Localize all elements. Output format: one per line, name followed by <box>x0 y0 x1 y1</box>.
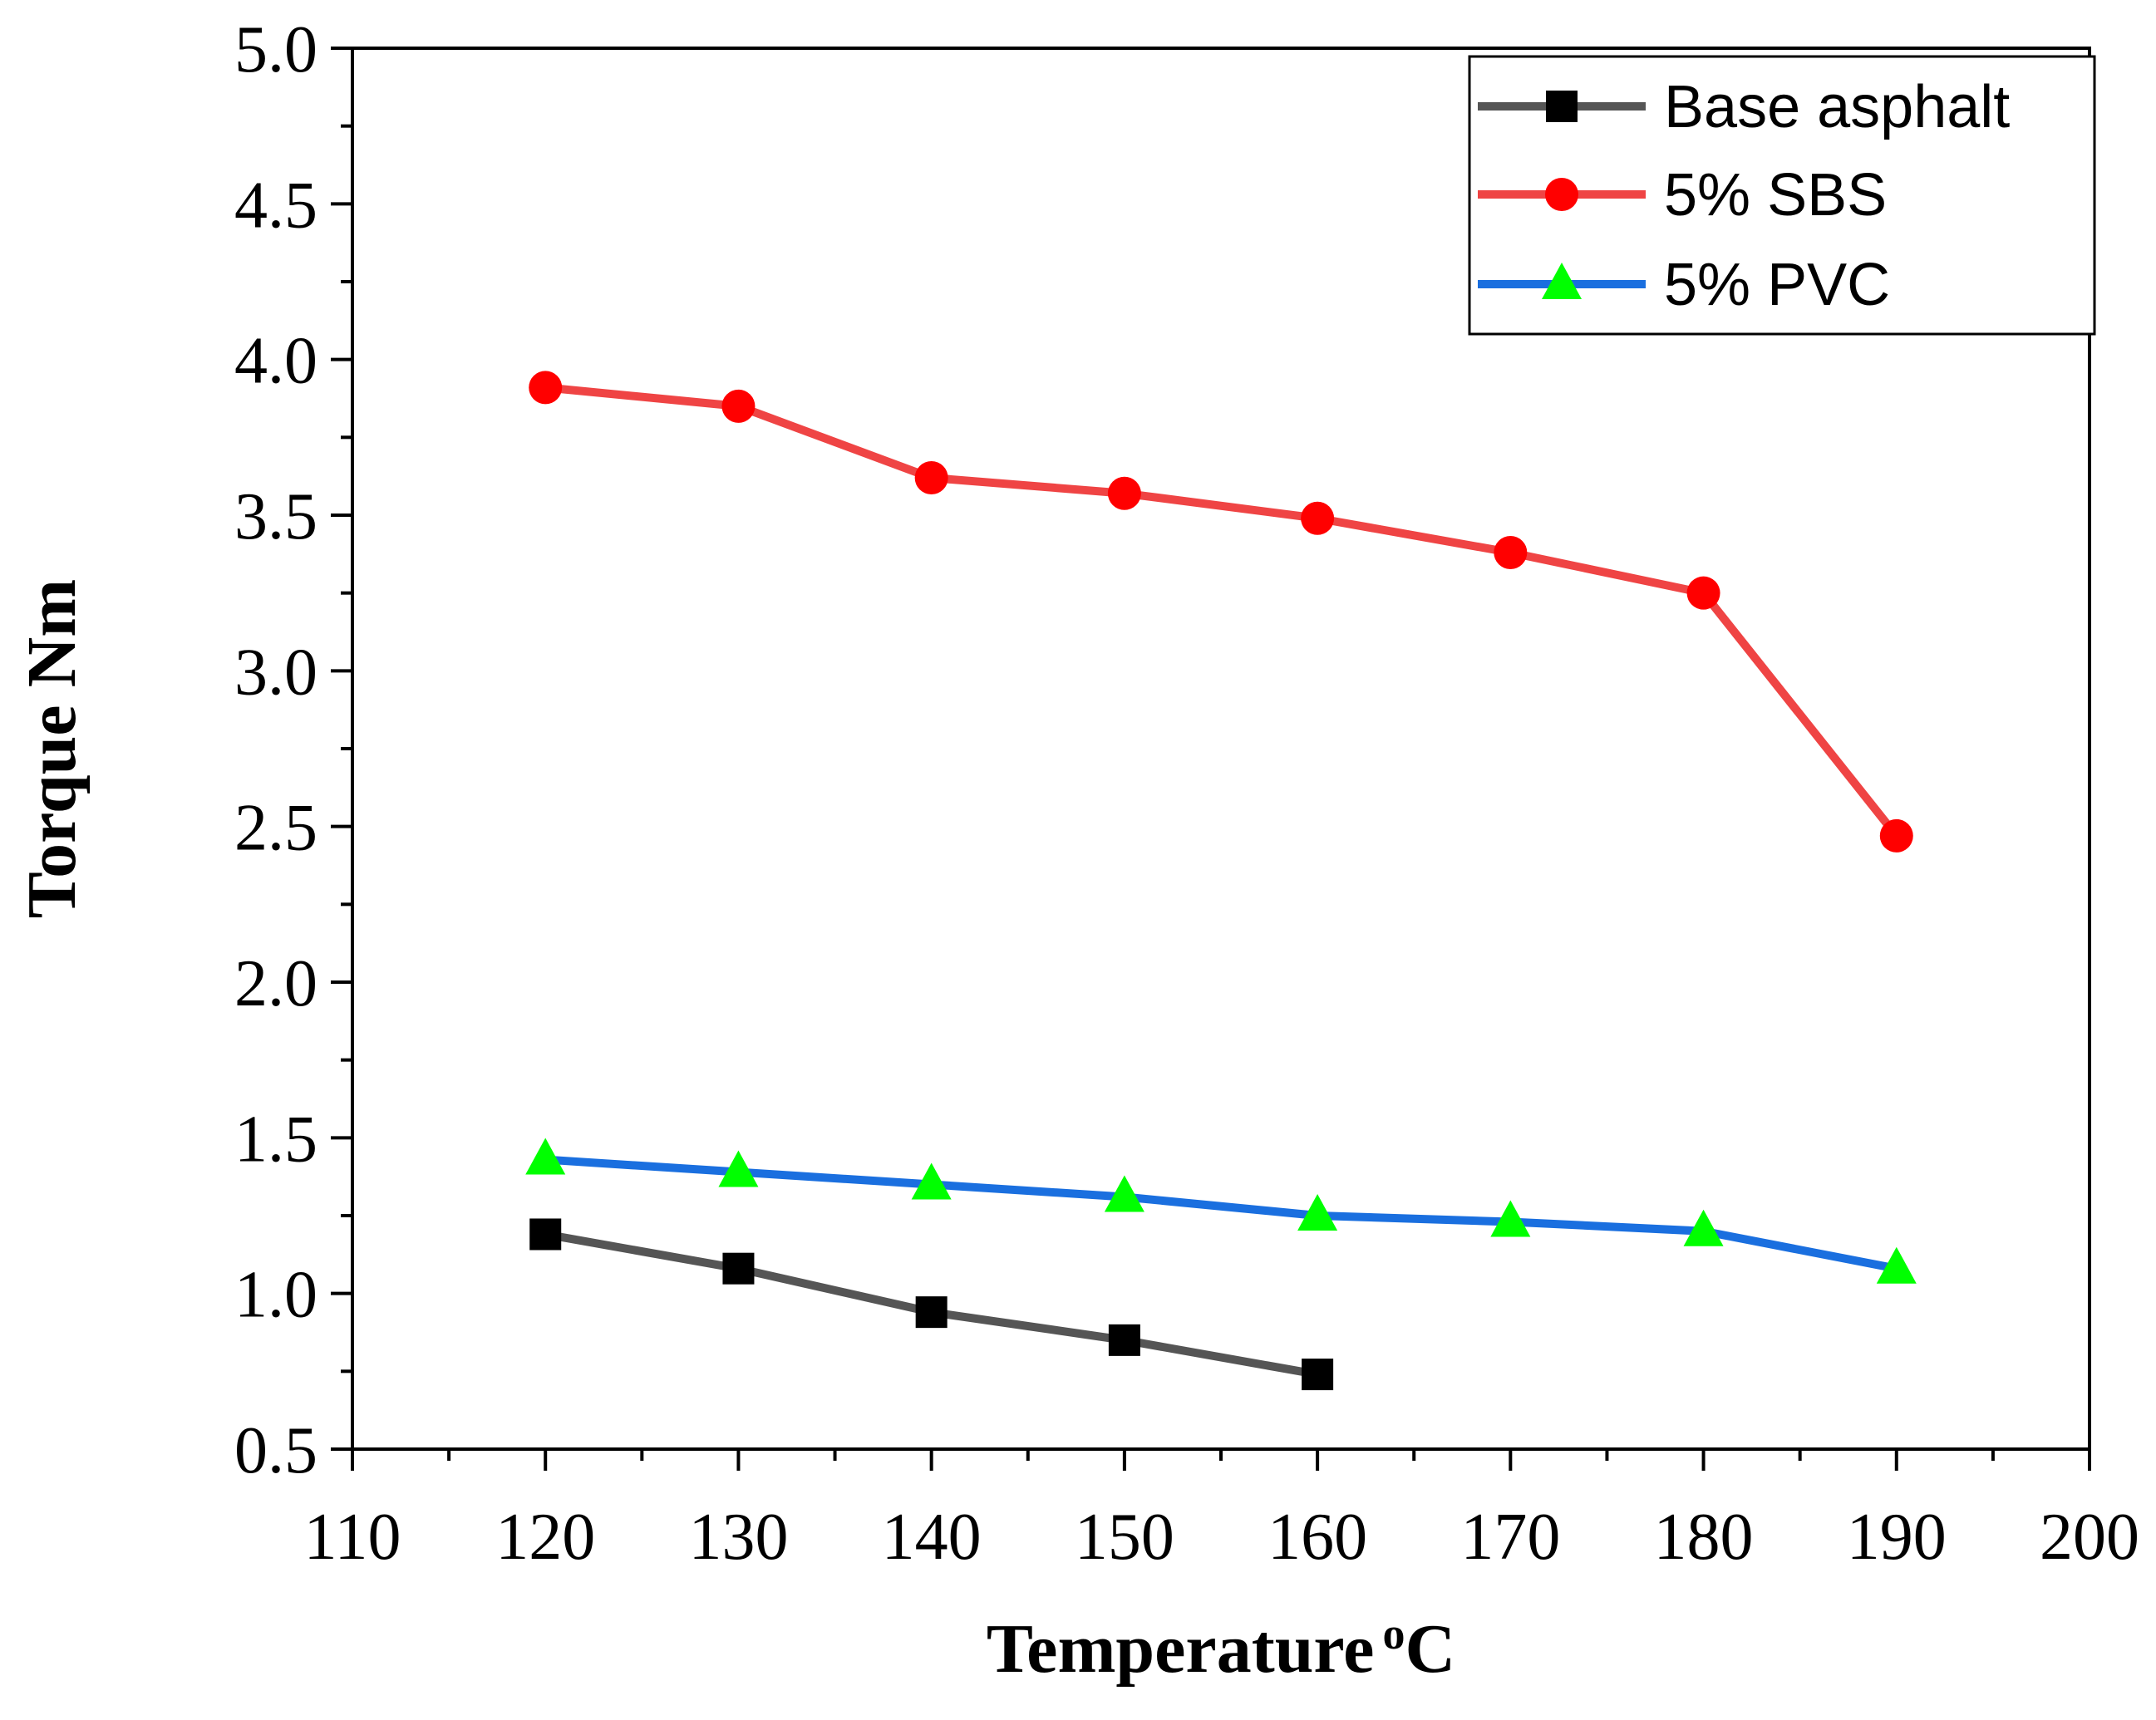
data-point-5-sbs <box>1879 818 1913 853</box>
legend-marker-5-pvc <box>1542 263 1582 299</box>
series-line-5-sbs <box>541 383 1901 840</box>
y-tick-label: 3.5 <box>234 480 317 553</box>
x-axis-ticks <box>351 1449 2091 1471</box>
data-point-5-sbs <box>914 461 948 495</box>
data-point-5-sbs <box>1107 476 1141 510</box>
x-axis-title: Temperature oC <box>987 1609 1455 1688</box>
legend-label-base-asphalt: Base asphalt <box>1664 74 2010 140</box>
x-axis-title-text: Temperature <box>987 1610 1375 1688</box>
x-tick-label: 120 <box>495 1501 595 1574</box>
data-point-5-pvc <box>1876 1246 1917 1284</box>
y-axis-title: Torque Nm <box>13 579 91 918</box>
y-tick-label: 2.5 <box>234 792 317 865</box>
data-point-5-pvc <box>525 1138 566 1175</box>
x-tick-label: 190 <box>1847 1501 1947 1574</box>
y-tick-label: 5.0 <box>234 13 317 86</box>
x-tick-label: 160 <box>1268 1501 1367 1574</box>
x-tick-label: 180 <box>1654 1501 1754 1574</box>
marker-layer <box>525 371 1917 1391</box>
legend-marker-base-asphalt <box>1546 91 1578 122</box>
x-axis-title-superscript: o <box>1382 1609 1405 1659</box>
data-point-5-pvc <box>718 1150 759 1187</box>
data-point-5-pvc <box>1490 1200 1531 1237</box>
data-point-5-sbs <box>1686 576 1720 610</box>
y-axis-tick-labels: 0.5 1.0 1.5 2.0 2.5 3.0 3.5 4.0 4.5 5.0 <box>234 13 317 1487</box>
series-line-5-pvc <box>541 1155 1901 1273</box>
data-point-5-pvc <box>1104 1175 1144 1212</box>
y-tick-label: 4.0 <box>234 325 317 398</box>
data-point-5-pvc <box>911 1162 952 1200</box>
data-point-base-asphalt <box>722 1252 755 1285</box>
data-point-5-pvc <box>1297 1194 1338 1231</box>
legend: Base asphalt 5% SBS 5% PVC <box>1468 55 2096 336</box>
x-tick-label: 110 <box>303 1501 401 1574</box>
y-tick-label: 0.5 <box>234 1414 317 1487</box>
x-tick-label: 170 <box>1460 1501 1560 1574</box>
data-point-5-sbs <box>1494 535 1528 569</box>
data-point-5-sbs <box>721 389 756 423</box>
y-tick-label: 1.0 <box>234 1259 317 1332</box>
x-tick-label: 150 <box>1075 1501 1174 1574</box>
legend-label-5-pvc: 5% PVC <box>1664 252 1890 318</box>
x-axis-tick-labels: 110 120 130 140 150 160 170 180 190 200 <box>303 1501 2139 1574</box>
legend-label-5-sbs: 5% SBS <box>1664 162 1887 229</box>
data-point-5-sbs <box>1301 501 1335 535</box>
x-tick-label: 140 <box>882 1501 982 1574</box>
y-tick-label: 3.0 <box>234 636 317 709</box>
data-point-base-asphalt <box>529 1218 562 1251</box>
y-axis-ticks <box>331 47 352 1451</box>
data-point-base-asphalt <box>915 1296 948 1329</box>
data-point-5-pvc <box>1683 1209 1724 1246</box>
x-tick-label: 200 <box>2040 1501 2139 1574</box>
x-tick-label: 130 <box>688 1501 788 1574</box>
legend-marker-5-sbs <box>1545 178 1578 211</box>
y-tick-label: 2.0 <box>234 947 317 1020</box>
y-tick-label: 4.5 <box>234 169 317 242</box>
data-point-5-sbs <box>529 371 563 405</box>
y-tick-label: 1.5 <box>234 1103 317 1176</box>
data-point-base-asphalt <box>1302 1359 1334 1391</box>
x-axis-title-unit: C <box>1405 1610 1455 1688</box>
data-point-base-asphalt <box>1108 1324 1140 1356</box>
